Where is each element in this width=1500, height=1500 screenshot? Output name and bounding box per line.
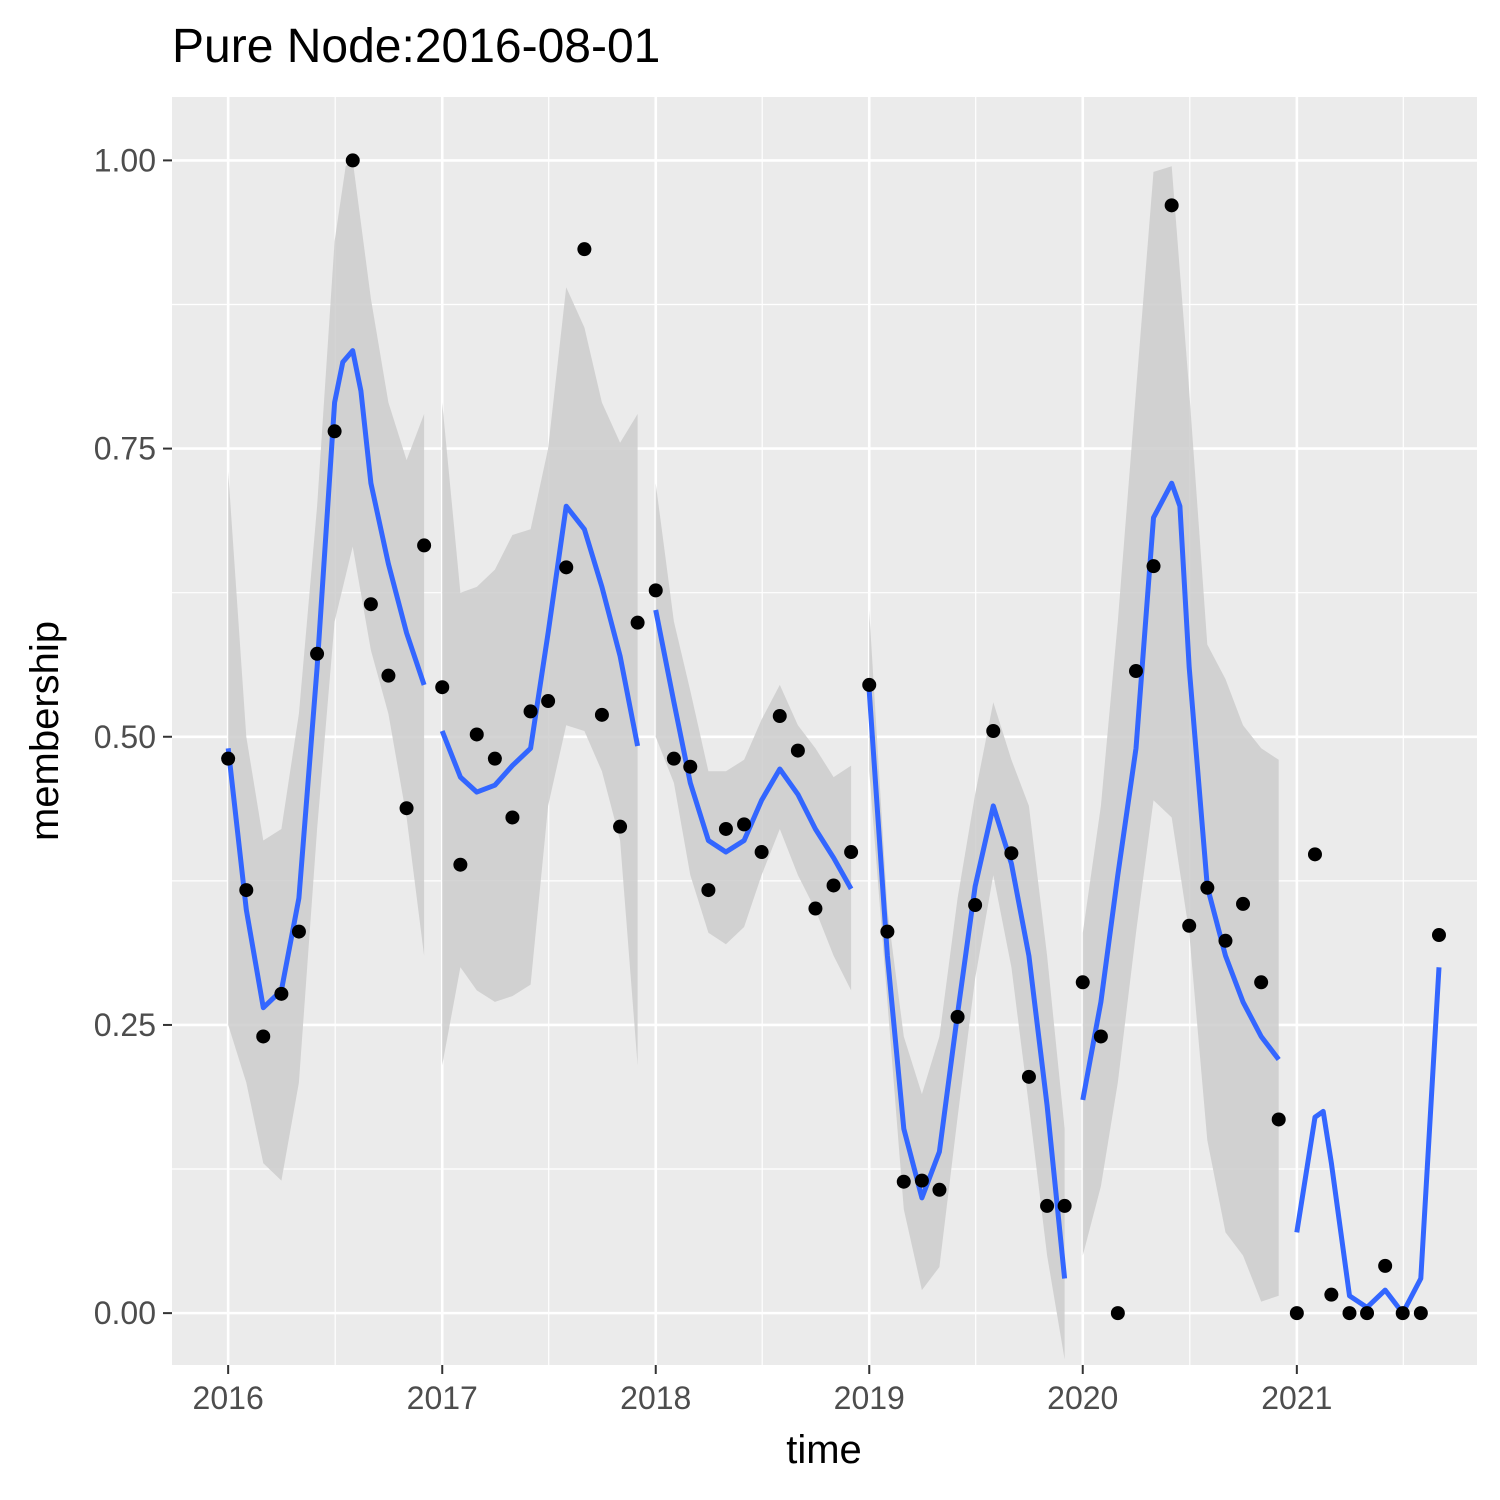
smooth-lines: [225, 348, 1442, 1316]
smooth-line: [439, 503, 641, 795]
data-point: [1200, 880, 1215, 895]
data-point: [239, 883, 254, 898]
x-tick-label: 2020: [1047, 1380, 1118, 1416]
data-point: [469, 727, 484, 742]
x-tick-label: 2021: [1261, 1380, 1332, 1416]
x-tick-label: 2017: [407, 1380, 478, 1416]
data-point: [1021, 1069, 1036, 1084]
data-point: [1431, 928, 1446, 943]
data-point: [345, 153, 360, 168]
data-point: [594, 707, 609, 722]
y-axis: 0.00 0.25 0.50 0.75 1.00: [94, 142, 172, 1331]
data-point: [1307, 847, 1322, 862]
data-point: [914, 1173, 929, 1188]
data-point: [487, 751, 502, 766]
data-point: [1324, 1287, 1339, 1302]
y-tick-label: 1.00: [94, 142, 156, 178]
data-point: [1236, 896, 1251, 911]
data-point: [790, 743, 805, 758]
data-point: [381, 668, 396, 683]
smooth-line: [866, 690, 1068, 1279]
data-point: [1395, 1306, 1410, 1321]
y-tick-label: 0.75: [94, 431, 156, 467]
data-point: [523, 704, 538, 719]
data-point: [683, 759, 698, 774]
y-axis-title: membership: [23, 621, 67, 841]
data-point: [862, 677, 877, 692]
data-point: [1004, 846, 1019, 861]
data-point: [968, 898, 983, 913]
data-point: [1289, 1306, 1304, 1321]
data-point: [577, 242, 592, 257]
data-point: [1182, 918, 1197, 933]
data-point: [221, 751, 236, 766]
x-tick-label: 2018: [620, 1380, 691, 1416]
data-point: [666, 751, 681, 766]
data-point: [417, 538, 432, 553]
data-point: [808, 901, 823, 916]
confidence-ribbon: [655, 483, 852, 991]
data-point: [754, 845, 769, 860]
x-tick-label: 2019: [834, 1380, 905, 1416]
data-point: [1040, 1198, 1055, 1213]
confidence-ribbon: [228, 160, 425, 1181]
data-point: [274, 986, 289, 1001]
data-point: [310, 646, 325, 661]
data-point: [1271, 1112, 1286, 1127]
data-point: [1378, 1258, 1393, 1273]
data-point: [737, 817, 752, 832]
confidence-ribbons: [228, 160, 1279, 1360]
data-point: [950, 1009, 965, 1024]
data-point: [327, 424, 342, 439]
y-tick-label: 0.50: [94, 719, 156, 755]
data-point: [1093, 1029, 1108, 1044]
data-point: [986, 724, 1001, 738]
smooth-line: [1080, 480, 1281, 1101]
data-point: [1360, 1306, 1375, 1321]
y-tick-label: 0.25: [94, 1007, 156, 1043]
data-point: [630, 615, 645, 630]
data-point: [1413, 1306, 1428, 1321]
data-point: [505, 810, 520, 825]
data-point: [1342, 1306, 1357, 1321]
data-point: [1128, 664, 1143, 679]
data-point: [701, 883, 716, 898]
data-point: [1218, 933, 1233, 948]
data-point: [1110, 1306, 1125, 1321]
data-point: [613, 819, 628, 834]
data-point: [363, 597, 378, 612]
data-point: [1164, 198, 1179, 213]
data-point: [718, 821, 733, 836]
data-point: [453, 857, 468, 872]
data-point: [896, 1174, 911, 1189]
data-point: [932, 1182, 947, 1197]
x-tick-label: 2016: [193, 1380, 264, 1416]
data-point: [648, 583, 663, 598]
data-point: [559, 560, 574, 575]
y-tick-label: 0.00: [94, 1295, 156, 1331]
confidence-ribbon: [869, 610, 1065, 1360]
data-point: [399, 801, 414, 816]
data-point: [291, 924, 306, 939]
data-point: [844, 845, 859, 860]
data-point: [1075, 975, 1090, 990]
x-axis-title: time: [786, 1428, 862, 1472]
data-point: [772, 709, 787, 724]
data-point: [256, 1029, 271, 1044]
data-point: [1146, 559, 1161, 574]
data-point: [1057, 1198, 1072, 1213]
data-point: [435, 680, 450, 695]
smooth-line: [225, 348, 427, 1011]
chart-title: Pure Node:2016-08-01: [172, 20, 660, 73]
data-point: [1254, 975, 1269, 990]
data-point: [541, 694, 556, 709]
data-point: [826, 878, 841, 893]
smooth-line: [1294, 967, 1442, 1316]
confidence-ribbon: [1082, 166, 1279, 1302]
data-points: [221, 153, 1446, 1321]
x-axis: 2016 2017 2018 2019 2020 2021: [193, 1365, 1332, 1416]
data-point: [880, 924, 895, 939]
